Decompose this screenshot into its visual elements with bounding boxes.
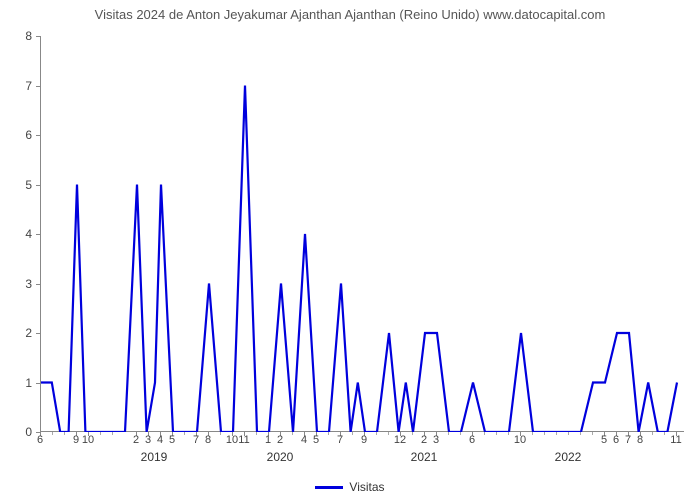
x-tick-label: 7	[625, 434, 631, 446]
x-tick-mark	[352, 432, 353, 435]
x-tick-label: 1	[265, 434, 271, 446]
y-tick-mark	[36, 333, 40, 334]
x-tick-mark	[112, 432, 113, 435]
x-tick-label: 5	[313, 434, 319, 446]
x-tick-mark	[544, 432, 545, 435]
x-tick-label: 5	[601, 434, 607, 446]
x-tick-mark	[256, 432, 257, 435]
y-tick-label: 5	[2, 178, 32, 192]
x-tick-label: 2	[421, 434, 427, 446]
x-tick-mark	[652, 432, 653, 435]
x-tick-mark	[556, 432, 557, 435]
x-tick-label: 2	[133, 434, 139, 446]
year-label: 2019	[141, 450, 168, 464]
x-tick-label: 4	[157, 434, 163, 446]
x-tick-label: 6	[613, 434, 619, 446]
x-tick-mark	[496, 432, 497, 435]
y-tick-mark	[36, 86, 40, 87]
y-tick-mark	[36, 383, 40, 384]
year-label: 2020	[267, 450, 294, 464]
x-tick-mark	[484, 432, 485, 435]
x-tick-mark	[580, 432, 581, 435]
year-label: 2022	[555, 450, 582, 464]
y-tick-label: 3	[2, 277, 32, 291]
chart-container: { "chart": { "type": "line", "title": "V…	[0, 0, 700, 500]
y-tick-label: 6	[2, 128, 32, 142]
legend-label: Visitas	[349, 480, 384, 494]
x-tick-label: 11	[238, 434, 249, 446]
y-tick-label: 8	[2, 29, 32, 43]
y-tick-mark	[36, 234, 40, 235]
x-tick-label: 11	[670, 434, 681, 446]
x-tick-mark	[220, 432, 221, 435]
x-tick-mark	[460, 432, 461, 435]
x-tick-mark	[100, 432, 101, 435]
x-tick-label: 9	[73, 434, 79, 446]
x-tick-mark	[52, 432, 53, 435]
x-tick-label: 4	[301, 434, 307, 446]
x-tick-mark	[664, 432, 665, 435]
x-tick-label: 10	[82, 434, 94, 446]
x-tick-label: 7	[193, 434, 199, 446]
x-tick-label: 2	[277, 434, 283, 446]
x-tick-label: 6	[37, 434, 43, 446]
x-tick-mark	[376, 432, 377, 435]
x-tick-label: 7	[337, 434, 343, 446]
x-tick-mark	[532, 432, 533, 435]
y-tick-mark	[36, 284, 40, 285]
x-tick-label: 9	[361, 434, 367, 446]
y-tick-label: 7	[2, 79, 32, 93]
x-tick-mark	[412, 432, 413, 435]
x-tick-mark	[328, 432, 329, 435]
y-tick-label: 2	[2, 326, 32, 340]
legend-swatch	[315, 486, 343, 489]
x-tick-mark	[592, 432, 593, 435]
y-tick-mark	[36, 185, 40, 186]
x-tick-mark	[64, 432, 65, 435]
x-tick-label: 10	[226, 434, 238, 446]
x-tick-mark	[568, 432, 569, 435]
x-tick-label: 5	[169, 434, 175, 446]
chart-title: Visitas 2024 de Anton Jeyakumar Ajanthan…	[0, 6, 700, 24]
legend: Visitas	[0, 480, 700, 494]
x-tick-label: 3	[433, 434, 439, 446]
x-tick-mark	[448, 432, 449, 435]
x-tick-label: 8	[637, 434, 643, 446]
y-tick-label: 0	[2, 425, 32, 439]
y-tick-label: 4	[2, 227, 32, 241]
x-tick-label: 6	[469, 434, 475, 446]
x-tick-mark	[388, 432, 389, 435]
y-tick-mark	[36, 135, 40, 136]
y-tick-mark	[36, 36, 40, 37]
x-tick-mark	[508, 432, 509, 435]
x-tick-mark	[184, 432, 185, 435]
line-series	[41, 36, 685, 432]
x-tick-label: 3	[145, 434, 151, 446]
x-tick-mark	[292, 432, 293, 435]
x-tick-label: 10	[514, 434, 526, 446]
y-tick-label: 1	[2, 376, 32, 390]
plot-area	[40, 36, 684, 432]
year-label: 2021	[411, 450, 438, 464]
x-tick-label: 12	[394, 434, 406, 446]
x-tick-label: 8	[205, 434, 211, 446]
